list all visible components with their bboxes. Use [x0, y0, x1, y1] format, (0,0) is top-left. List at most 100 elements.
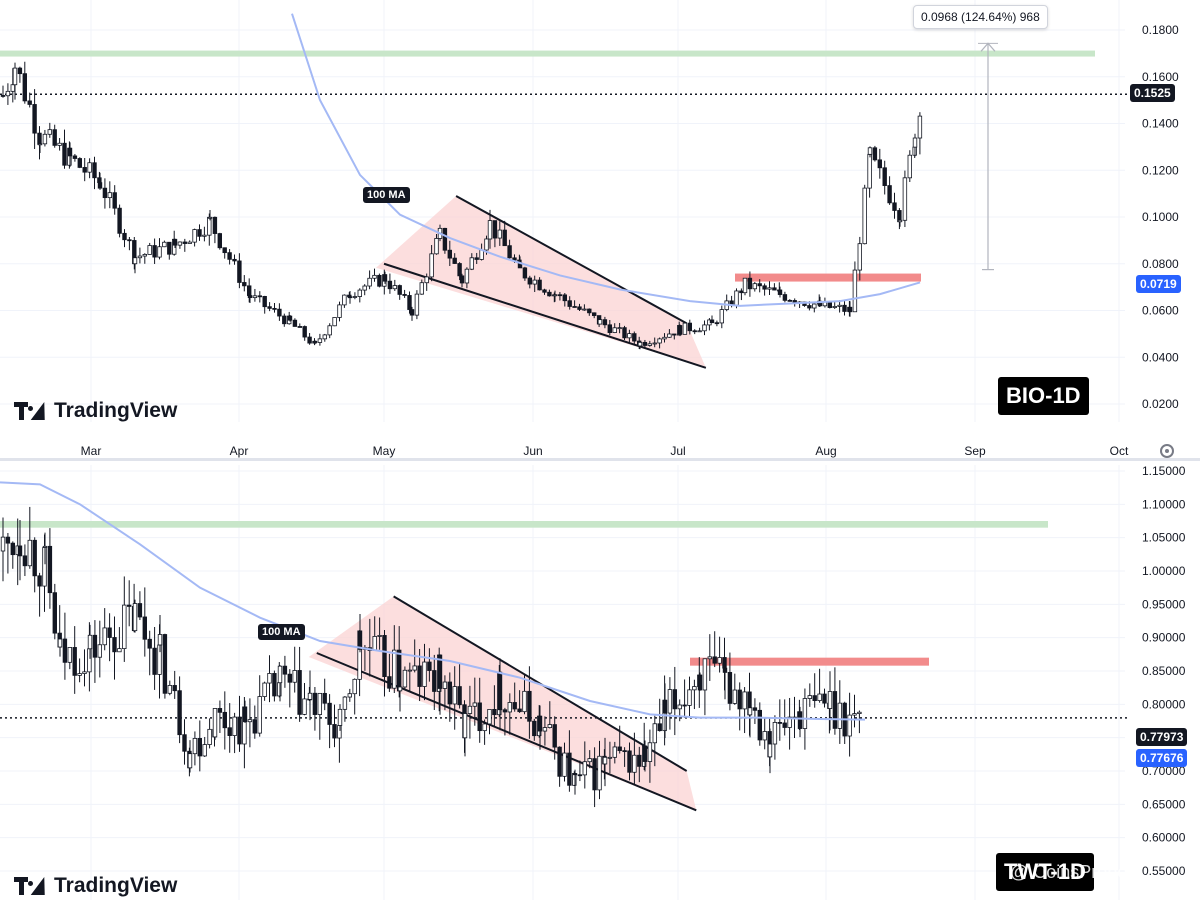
candle-body: [632, 754, 637, 773]
candle-body: [397, 686, 403, 692]
y-tick-label: 0.1800: [1142, 23, 1179, 37]
candle-body: [362, 285, 367, 291]
candle-body: [522, 690, 527, 713]
candle-body: [332, 724, 337, 739]
candle-body: [307, 336, 312, 344]
candle-body: [192, 229, 197, 243]
candle-body: [532, 279, 537, 285]
candle-body: [292, 670, 297, 683]
y-tick-label: 0.65000: [1142, 797, 1186, 811]
candle-body: [317, 338, 323, 343]
candle-body: [147, 638, 152, 649]
brand-name: TradingView: [54, 399, 178, 422]
candle-body: [342, 294, 347, 306]
candle-body: [662, 336, 667, 340]
ma-label-top: 100 MA: [363, 187, 410, 203]
candle-body: [102, 627, 107, 646]
candle-body: [332, 317, 337, 327]
candle-body: [622, 327, 627, 339]
candle-body: [902, 177, 908, 221]
candle-body: [877, 159, 882, 169]
candle-body: [892, 202, 897, 211]
candle-body: [547, 724, 552, 728]
candle-body: [182, 734, 187, 752]
candle-body: [227, 252, 232, 260]
candle-body: [642, 341, 648, 346]
candle-body: [87, 648, 92, 673]
candle-body: [212, 708, 218, 738]
candle-body: [287, 673, 292, 683]
candle-body: [107, 627, 112, 638]
candle-body: [667, 689, 673, 714]
candle-body: [542, 727, 548, 732]
coinsprobe-watermark: @ CoinsProbe: [1010, 862, 1128, 882]
candle-body: [517, 708, 522, 713]
x-tick-label: May: [373, 444, 396, 458]
candle-body: [402, 294, 407, 296]
candle-body: [767, 287, 772, 290]
candle-body: [557, 746, 562, 777]
candle-body: [747, 707, 753, 716]
y-tick-label: 0.1600: [1142, 70, 1179, 84]
candle-body: [739, 290, 744, 294]
candle-body: [367, 277, 372, 287]
candle-body: [477, 702, 482, 732]
candle-body: [867, 147, 873, 155]
candle-body: [719, 309, 724, 324]
candle-body: [497, 229, 502, 239]
candle-body: [172, 685, 177, 692]
candle-body: [502, 709, 508, 713]
candle-body: [277, 665, 283, 684]
candle-body: [742, 277, 748, 294]
candle-body: [187, 753, 193, 769]
brand-name: TradingView: [54, 874, 178, 897]
wedge-upper-trendline: [455, 195, 688, 325]
candle-body: [407, 669, 412, 672]
candle-body: [712, 656, 717, 664]
candle-body: [409, 309, 415, 316]
candle-body: [557, 294, 563, 297]
candle-body: [97, 644, 102, 658]
candle-body: [652, 723, 657, 744]
candle-body: [562, 752, 567, 777]
y-tick-label: 0.55000: [1142, 864, 1186, 878]
y-tick-label: 0.60000: [1142, 831, 1186, 845]
candle-body: [837, 304, 842, 307]
candle-body: [97, 182, 103, 189]
candle-body: [142, 616, 147, 640]
candle-body: [10, 542, 15, 556]
x-tick-label: Apr: [230, 444, 249, 458]
falling-wedge-area: [308, 596, 697, 811]
candle-body: [442, 227, 448, 251]
candle-body: [807, 695, 812, 699]
candle-body: [232, 258, 237, 262]
candle-body: [767, 743, 773, 758]
candle-body: [637, 754, 642, 767]
candle-body: [857, 243, 862, 271]
candle-body: [862, 187, 867, 245]
candle-body: [92, 634, 98, 658]
candle-body: [257, 295, 262, 298]
settings-gear-icon[interactable]: [1160, 444, 1174, 458]
candle-body: [882, 167, 887, 186]
candle-body: [132, 257, 138, 265]
candle-body: [622, 750, 627, 753]
candle-body: [42, 545, 48, 548]
candle-body: [732, 689, 737, 704]
y-tick-label: 0.0800: [1142, 257, 1179, 271]
candle-body: [567, 300, 572, 307]
y-tick-label: 0.90000: [1142, 631, 1186, 645]
candle-body: [429, 253, 434, 278]
candle-body: [377, 635, 382, 637]
candle-body: [137, 603, 143, 618]
candle-body: [457, 263, 462, 277]
candle-body: [782, 722, 787, 728]
candle-body: [507, 245, 512, 259]
candle-body: [497, 671, 503, 711]
candle-body: [112, 637, 117, 653]
candle-body: [372, 636, 377, 651]
measure-tooltip: 0.0968 (124.64%) 968: [913, 5, 1048, 29]
candle-body: [272, 673, 277, 697]
